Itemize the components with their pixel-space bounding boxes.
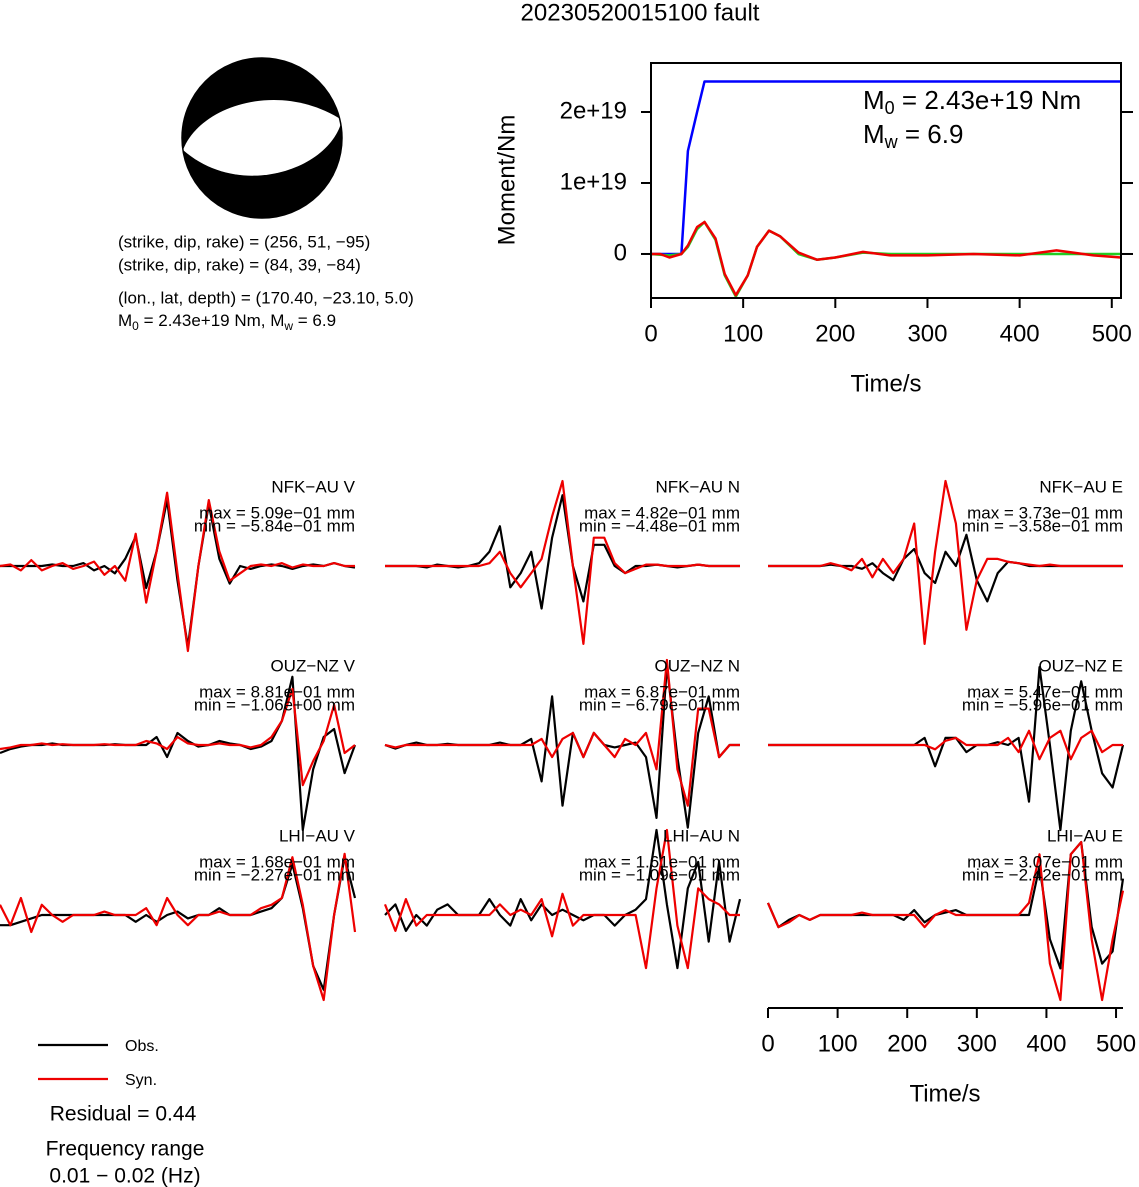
x-tick-label: 100: [723, 320, 763, 347]
max-label: max = 1.68e−01 mm: [199, 852, 355, 871]
station-label: NFK−AU V: [271, 477, 355, 496]
x-tick-label: 500: [1092, 320, 1132, 347]
waveform: [766, 841, 1125, 1002]
x-tick-label: 0: [644, 320, 657, 347]
magnitude-line: M0 = 2.43e+19 Nm, Mw = 6.9: [118, 311, 336, 333]
min-label: min = −3.58e−01 mm: [962, 516, 1123, 535]
max-label: max = 3.73e−01 mm: [967, 503, 1123, 522]
x-tick-label: 0: [761, 1030, 774, 1057]
text: M: [863, 85, 885, 115]
moment-line: [651, 220, 1122, 297]
station-label: OUZ−NZ N: [655, 656, 740, 675]
waveform: [383, 828, 740, 970]
y-tick-label: 1e+19: [560, 168, 627, 195]
x-tick-label: 100: [818, 1030, 858, 1057]
annotation: Mw = 6.9: [863, 119, 963, 152]
frequency: 0.01 − 0.02 (Hz): [49, 1165, 200, 1187]
x-tick-label: 500: [1096, 1030, 1136, 1057]
y-axis-title: Moment/Nm: [493, 115, 520, 246]
y-tick-label: 0: [614, 239, 627, 266]
waveform: [0, 687, 356, 787]
station-label: LHI−AU V: [279, 826, 356, 845]
waveform: [768, 479, 1123, 645]
subscript: 0: [885, 98, 895, 118]
station-label: LHI−AU N: [663, 826, 740, 845]
annotation: M0 = 2.43e+19 Nm: [863, 85, 1081, 118]
text: = 6.9: [898, 119, 964, 149]
min-label: min = −5.96e−01 mm: [962, 695, 1123, 714]
moment-line: [651, 80, 1121, 256]
text: M: [118, 311, 132, 330]
legend-label: Obs.: [125, 1038, 159, 1055]
x-axis-title: Time/s: [909, 1080, 980, 1107]
subscript: w: [884, 132, 899, 152]
beachball-lens: [183, 99, 342, 176]
min-label: min = −2.27e−01 mm: [194, 865, 355, 884]
y-tick-label: 2e+19: [560, 97, 627, 124]
x-tick-label: 400: [1000, 320, 1040, 347]
beachball-outline: [181, 57, 343, 219]
subscript: w: [283, 319, 293, 333]
source-line: (strike, dip, rake) = (84, 39, −84): [118, 255, 361, 274]
max-label: max = 5.47e−01 mm: [967, 682, 1123, 701]
max-label: max = 6.87e−01 mm: [584, 682, 740, 701]
x-tick-label: 400: [1026, 1030, 1066, 1057]
x-tick-label: 200: [887, 1030, 927, 1057]
waveform: [0, 852, 357, 1002]
station-label: NFK−AU E: [1039, 477, 1123, 496]
waveform: [0, 491, 355, 653]
station-label: NFK−AU N: [655, 477, 740, 496]
text: = 2.43e+19 Nm: [895, 85, 1081, 115]
max-label: max = 5.09e−01 mm: [199, 503, 355, 522]
title: 20230520015100 fault: [521, 0, 760, 26]
waveform: [0, 856, 357, 991]
min-label: min = −1.09e−01 mm: [579, 865, 740, 884]
source-line: (lon., lat, depth) = (170.40, −23.10, 5.…: [118, 288, 414, 307]
min-label: min = −5.84e−01 mm: [194, 516, 355, 535]
x-tick-label: 300: [907, 320, 947, 347]
text: M: [863, 119, 885, 149]
source-line: (strike, dip, rake) = (256, 51, −95): [118, 232, 370, 251]
min-label: min = −1.06e+00 mm: [194, 695, 355, 714]
subscript: 0: [132, 319, 139, 333]
text: = 2.43e+19 Nm, M: [139, 311, 285, 330]
max-label: max = 1.61e−01 mm: [584, 852, 740, 871]
legend-label: Syn.: [125, 1072, 157, 1089]
max-label: max = 3.07e−01 mm: [967, 852, 1123, 871]
min-label: min = −4.48e−01 mm: [579, 516, 740, 535]
beachball: [181, 57, 343, 219]
plot-frame: [650, 62, 1122, 299]
waveform: [768, 533, 1123, 603]
station-label: LHI−AU E: [1047, 826, 1123, 845]
station-label: OUZ−NZ V: [270, 656, 355, 675]
max-label: max = 4.82e−01 mm: [584, 503, 740, 522]
station-label: OUZ−NZ E: [1038, 656, 1123, 675]
waveform: [384, 658, 740, 807]
x-tick-label: 300: [957, 1030, 997, 1057]
min-label: min = −2.42e−01 mm: [962, 865, 1123, 884]
waveform: [385, 479, 740, 645]
frequency: Frequency range: [46, 1138, 205, 1161]
waveform: [384, 828, 742, 970]
text: = 6.9: [293, 311, 336, 330]
x-tick-label: 200: [815, 320, 855, 347]
min-label: min = −6.79e−01 mm: [579, 695, 740, 714]
max-label: max = 8.81e−01 mm: [199, 682, 355, 701]
x-axis-title: Time/s: [850, 370, 921, 397]
waveform: [768, 729, 1123, 761]
residual: Residual = 0.44: [50, 1103, 197, 1126]
